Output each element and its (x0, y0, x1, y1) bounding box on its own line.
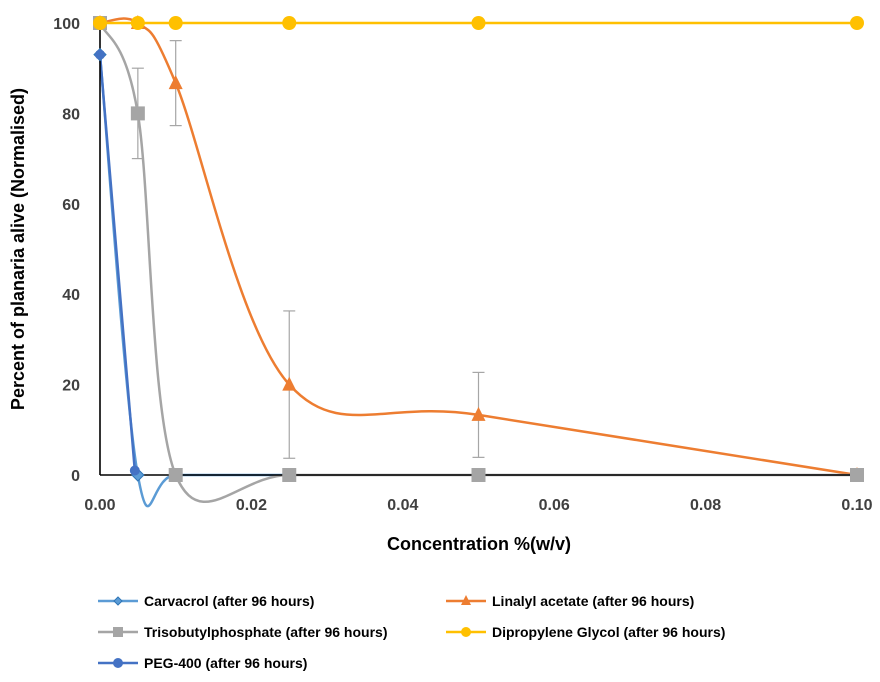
legend: Carvacrol (after 96 hours) Linalyl acetat… (98, 593, 725, 671)
legend-item-peg-400: PEG-400 (after 96 hours) (98, 655, 307, 671)
series-markers (93, 15, 864, 482)
dipropylene-glycol-point (130, 16, 145, 30)
dipropylene-glycol-point (168, 16, 183, 30)
x-tick-label: 0.04 (387, 497, 418, 514)
y-axis-title: Percent of planaria alive (Normalised) (8, 88, 28, 410)
error-bars (131, 40, 485, 459)
y-tick-labels: 0 20 40 60 80 100 (53, 16, 80, 485)
y-tick-label: 0 (71, 468, 80, 485)
legend-marker (113, 658, 123, 668)
peg-400-line (98, 54, 137, 471)
legend-marker (113, 627, 123, 637)
x-tick-label: 0.08 (690, 497, 721, 514)
legend-label: Dipropylene Glycol (after 96 hours) (492, 624, 725, 640)
y-tick-label: 20 (62, 378, 80, 395)
legend-item-carvacrol: Carvacrol (after 96 hours) (98, 593, 314, 609)
x-tick-label: 0.10 (841, 497, 872, 514)
x-tick-label: 0.06 (539, 497, 570, 514)
x-tick-label: 0.02 (236, 497, 267, 514)
legend-label: PEG-400 (after 96 hours) (144, 655, 307, 671)
trisobutylphosphate-point (130, 106, 145, 121)
legend-item-dipropylene-glycol: Dipropylene Glycol (after 96 hours) (446, 624, 725, 640)
legend-marker (113, 596, 123, 606)
dipropylene-glycol-point (471, 16, 486, 30)
y-tick-label: 100 (53, 16, 80, 33)
peg-400-point (129, 465, 140, 476)
x-tick-labels: 0.00 0.02 0.04 0.06 0.08 0.10 (84, 497, 872, 514)
peg-400-point (95, 49, 105, 60)
linalyl-acetate-point (471, 406, 486, 421)
dipropylene-glycol-point (282, 16, 297, 30)
legend-label: Carvacrol (after 96 hours) (144, 593, 314, 609)
linalyl-acetate-line (99, 17, 858, 477)
trisobutylphosphate-point (282, 468, 297, 482)
legend-marker (461, 595, 471, 605)
y-tick-label: 40 (62, 287, 80, 304)
legend-marker (461, 627, 471, 637)
dipropylene-glycol-point (93, 16, 107, 30)
linalyl-acetate-point (282, 376, 297, 391)
legend-label: Trisobutylphosphate (after 96 hours) (144, 624, 387, 640)
x-tick-label: 0.00 (84, 497, 115, 514)
legend-item-linalyl-acetate: Linalyl acetate (after 96 hours) (446, 593, 694, 609)
x-axis-title: Concentration %(w/v) (387, 534, 571, 554)
legend-label: Linalyl acetate (after 96 hours) (492, 593, 694, 609)
trisobutylphosphate-point (471, 468, 486, 482)
y-tick-label: 60 (62, 197, 80, 214)
carvacrol-line (98, 54, 290, 508)
trisobutylphosphate-point (168, 468, 183, 482)
linalyl-acetate-point (168, 75, 183, 90)
dipropylene-glycol-point (850, 16, 864, 30)
trisobutylphosphate-point (850, 468, 864, 482)
y-tick-label: 80 (62, 106, 80, 123)
legend-item-trisobutylphosphate: Trisobutylphosphate (after 96 hours) (98, 624, 387, 640)
